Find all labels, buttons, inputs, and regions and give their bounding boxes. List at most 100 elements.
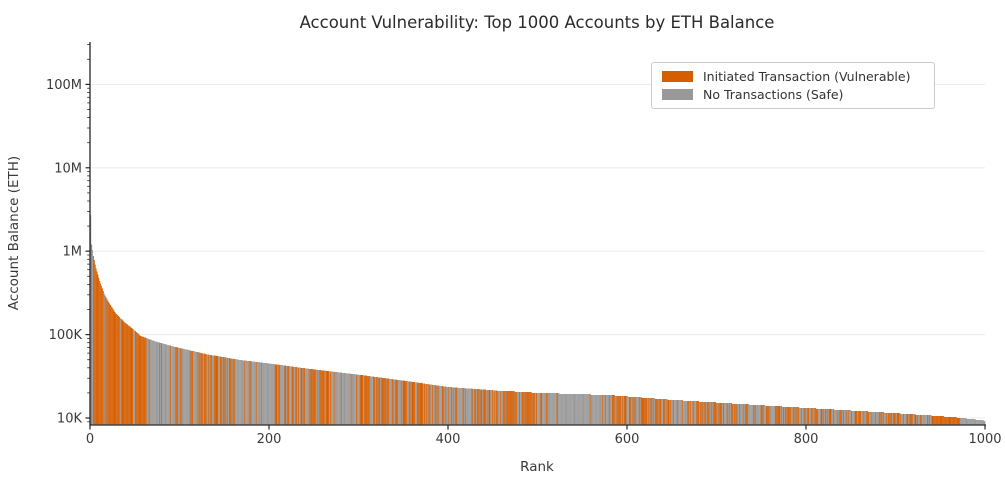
safe-account-bar <box>565 394 567 425</box>
vulnerable-account-bar <box>279 365 281 425</box>
vulnerable-account-bar <box>98 278 100 425</box>
safe-account-bar <box>832 409 834 425</box>
vulnerable-account-bar <box>284 365 286 425</box>
y-axis-label: Account Balance (ETH) <box>6 156 22 310</box>
vulnerable-account-bar <box>655 399 656 425</box>
safe-account-bar <box>860 411 862 425</box>
vulnerable-account-bar <box>617 396 619 425</box>
vulnerable-account-bar <box>778 406 780 425</box>
safe-account-bar <box>473 389 475 425</box>
x-tick-label: 800 <box>794 432 819 447</box>
vulnerable-account-bar <box>175 347 177 425</box>
vulnerable-account-bar <box>556 393 558 425</box>
safe-account-bar <box>568 394 570 425</box>
vulnerable-account-bar <box>933 416 935 425</box>
safe-account-bar <box>724 403 726 425</box>
legend-label-safe: No Transactions (Safe) <box>703 86 844 102</box>
safe-account-bar <box>407 381 409 425</box>
safe-account-bar <box>794 407 796 425</box>
vulnerable-account-bar <box>753 405 755 425</box>
vulnerable-account-bar <box>139 335 141 425</box>
safe-account-bar <box>654 398 656 425</box>
safe-account-bar <box>352 374 354 425</box>
vulnerable-account-bar <box>223 357 225 425</box>
safe-account-bar <box>498 391 500 425</box>
safe-account-bar <box>463 388 465 425</box>
vulnerable-account-bar <box>420 383 422 425</box>
safe-account-bar <box>588 394 590 425</box>
vulnerable-account-bar <box>732 404 733 425</box>
safe-account-bar <box>245 360 247 425</box>
vulnerable-account-bar <box>711 402 713 425</box>
safe-account-bar <box>239 360 241 425</box>
safe-account-bar <box>133 329 135 425</box>
safe-account-bar <box>791 407 792 425</box>
vulnerable-account-bar <box>320 370 322 425</box>
vulnerable-account-bar <box>92 256 94 425</box>
vulnerable-account-bar <box>255 362 257 425</box>
vulnerable-account-bar <box>536 393 537 425</box>
safe-account-bar <box>147 338 149 425</box>
safe-account-bar <box>148 339 150 425</box>
vulnerable-account-bar <box>234 359 236 425</box>
vulnerable-account-bar <box>137 333 139 425</box>
safe-account-bar <box>591 395 593 425</box>
vulnerable-account-bar <box>97 274 99 425</box>
vulnerable-account-bar <box>214 355 216 425</box>
vulnerable-account-bar <box>687 401 689 425</box>
vulnerable-account-bar <box>379 377 381 425</box>
safe-account-bar <box>863 411 865 425</box>
vulnerable-account-bar <box>705 402 707 425</box>
vulnerable-account-bar <box>645 398 647 425</box>
vulnerable-account-bar <box>474 389 476 425</box>
vulnerable-account-bar <box>366 376 368 425</box>
vulnerable-account-bar <box>177 347 179 425</box>
safe-account-bar <box>353 374 355 425</box>
safe-account-bar <box>163 344 165 425</box>
vulnerable-account-bar <box>250 361 252 425</box>
vulnerable-account-bar <box>118 317 120 425</box>
safe-account-bar <box>969 419 971 425</box>
safe-account-bar <box>843 410 845 425</box>
safe-account-bar <box>737 404 739 425</box>
safe-account-bar <box>161 343 163 425</box>
safe-account-bar <box>626 396 628 425</box>
x-axis-label: Rank <box>520 459 554 475</box>
vulnerable-account-bar <box>532 393 534 425</box>
safe-account-bar <box>152 340 153 425</box>
vulnerable-account-bar <box>843 410 844 425</box>
safe-account-bar <box>967 419 969 425</box>
safe-account-bar <box>579 394 581 425</box>
safe-account-bar <box>119 318 121 425</box>
safe-account-bar <box>433 385 435 425</box>
vulnerable-account-bar <box>642 398 644 425</box>
vulnerable-account-bar <box>931 416 933 425</box>
safe-account-bar <box>370 376 372 425</box>
safe-account-bar <box>850 410 852 425</box>
vulnerable-account-bar <box>663 399 665 425</box>
vulnerable-account-bar <box>513 391 515 425</box>
safe-account-bar <box>451 387 453 425</box>
safe-account-bar <box>167 345 169 425</box>
vulnerable-account-bar <box>641 398 643 425</box>
safe-account-bar <box>269 363 271 425</box>
safe-account-bar <box>348 373 350 425</box>
vulnerable-account-bar <box>609 395 611 425</box>
vulnerable-account-bar <box>291 366 293 425</box>
safe-account-bar <box>195 351 196 425</box>
vulnerable-account-bar <box>635 397 637 425</box>
safe-account-bar <box>895 413 897 425</box>
vulnerable-account-bar <box>292 366 294 425</box>
vulnerable-account-bar <box>533 393 535 425</box>
safe-account-bar <box>689 401 690 425</box>
safe-account-bar <box>681 400 682 425</box>
safe-account-bar <box>732 404 734 425</box>
safe-account-bar <box>817 409 819 425</box>
vulnerable-account-bar <box>95 268 97 425</box>
vulnerable-account-bar <box>93 260 95 425</box>
vulnerable-account-bar <box>405 381 407 425</box>
safe-account-bar <box>188 350 190 425</box>
safe-account-bar <box>544 393 545 425</box>
vulnerable-account-bar <box>126 324 128 425</box>
